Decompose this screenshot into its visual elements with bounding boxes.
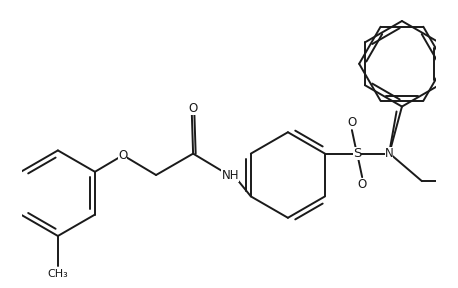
- Text: CH₃: CH₃: [48, 269, 68, 278]
- Text: O: O: [118, 149, 127, 162]
- Text: S: S: [353, 147, 361, 160]
- Text: N: N: [385, 147, 393, 160]
- Text: O: O: [358, 178, 367, 191]
- Text: O: O: [347, 116, 356, 129]
- Text: O: O: [189, 102, 198, 115]
- Text: NH: NH: [221, 168, 239, 181]
